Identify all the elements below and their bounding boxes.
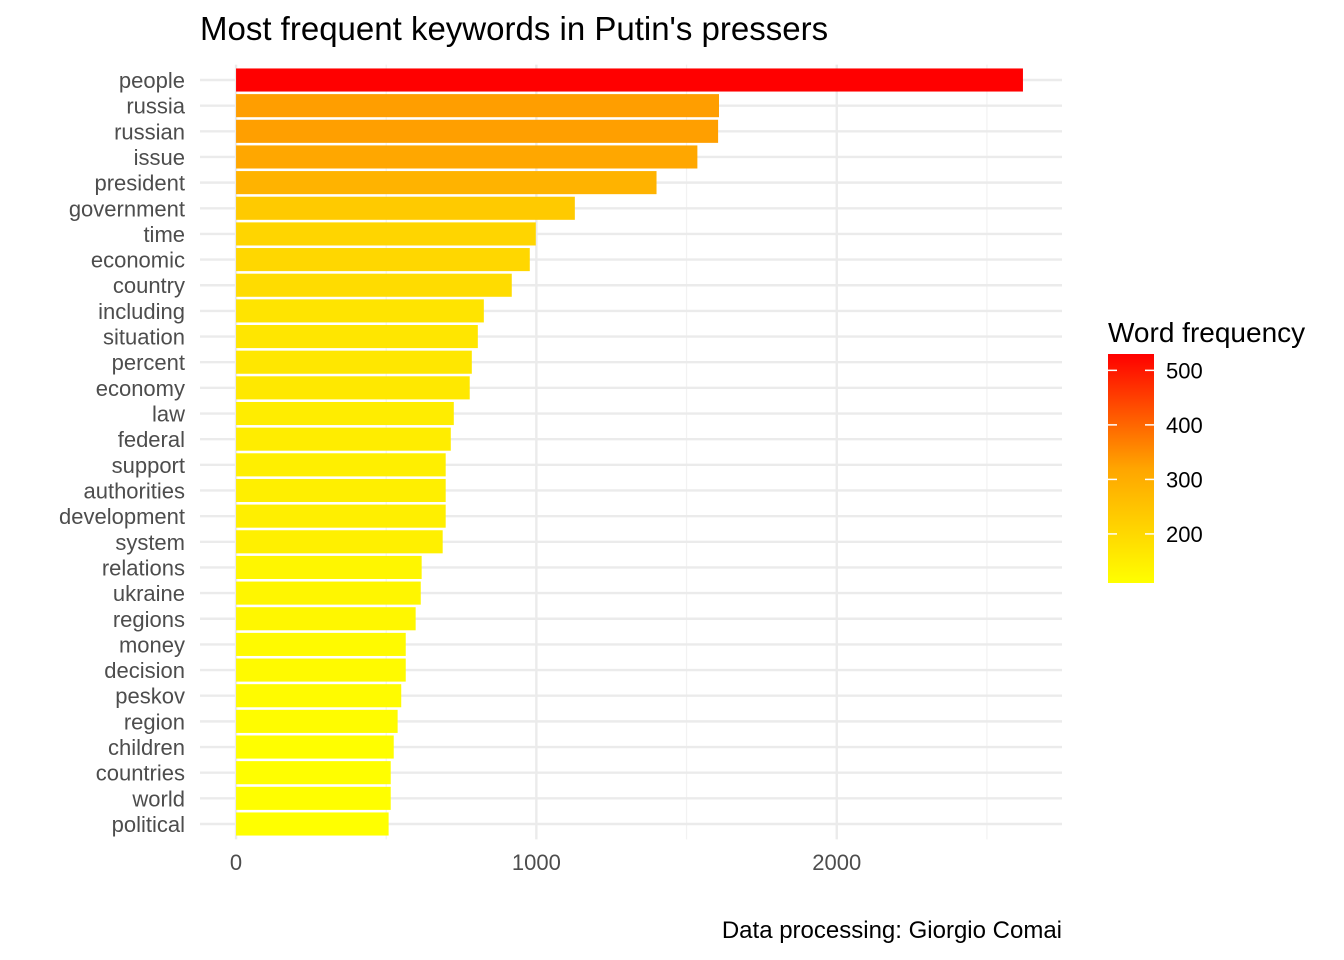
- bar-political: [236, 812, 389, 836]
- y-tick-label: president: [94, 171, 185, 196]
- bar-country: [236, 273, 512, 297]
- y-tick-label: support: [112, 453, 185, 478]
- y-tick-label: children: [108, 735, 185, 760]
- chart-title: Most frequent keywords in Putin's presse…: [200, 10, 828, 47]
- bar-regions: [236, 607, 416, 631]
- bar-peskov: [236, 684, 402, 708]
- y-tick-label: economic: [91, 248, 185, 273]
- y-tick-label: regions: [113, 607, 185, 632]
- bar-percent: [236, 350, 472, 374]
- bar-children: [236, 735, 394, 759]
- y-tick-label: economy: [96, 376, 185, 401]
- bar-money: [236, 632, 406, 656]
- bar-issue: [236, 145, 698, 169]
- y-tick-label: time: [143, 222, 185, 247]
- bar-time: [236, 222, 536, 246]
- legend-ticks: 500 400 300 200: [1108, 358, 1203, 547]
- bar-system: [236, 530, 443, 554]
- y-tick-label: relations: [102, 555, 185, 580]
- y-tick-label: people: [119, 68, 185, 93]
- legend-color-bar: [1108, 354, 1154, 583]
- y-tick-label: russian: [114, 119, 185, 144]
- y-tick-label: country: [113, 273, 185, 298]
- bar-countries: [236, 761, 391, 785]
- legend-tick-label: 300: [1166, 467, 1203, 492]
- y-tick-label: political: [112, 812, 185, 837]
- bar-russian: [236, 119, 719, 143]
- bar-federal: [236, 427, 451, 451]
- bar-authorities: [236, 478, 446, 503]
- bar-economic: [236, 248, 530, 272]
- x-tick-label: 1000: [512, 850, 561, 875]
- x-tick-label: 2000: [812, 850, 861, 875]
- y-tick-label: authorities: [83, 478, 185, 503]
- bar-ukraine: [236, 581, 421, 605]
- bar-decision: [236, 658, 406, 682]
- x-axis-tick-labels: 0 1000 2000: [230, 850, 861, 875]
- caption: Data processing: Giorgio Comai: [722, 917, 1062, 944]
- bar-including: [236, 299, 484, 323]
- y-tick-label: world: [131, 786, 185, 811]
- y-tick-label: law: [152, 402, 185, 427]
- bar-support: [236, 453, 446, 477]
- y-tick-label: federal: [118, 427, 185, 452]
- bar-economy: [236, 376, 470, 400]
- bar-law: [236, 401, 454, 426]
- y-axis-tick-labels: peoplerussiarussianissuepresidentgovernm…: [59, 68, 186, 837]
- bars: [236, 68, 1023, 836]
- y-tick-label: ukraine: [113, 581, 185, 606]
- y-tick-label: peskov: [115, 684, 185, 709]
- y-tick-label: countries: [96, 761, 185, 786]
- y-tick-label: government: [69, 196, 185, 221]
- legend: Word frequency 500 400 300 200: [1108, 317, 1305, 583]
- y-tick-label: development: [59, 504, 185, 529]
- y-tick-label: percent: [112, 350, 185, 375]
- y-tick-label: system: [115, 530, 185, 555]
- legend-tick-label: 200: [1166, 522, 1203, 547]
- bar-russia: [236, 94, 720, 118]
- legend-tick-label: 400: [1166, 413, 1203, 438]
- y-tick-label: situation: [103, 325, 185, 350]
- bar-people: [236, 68, 1023, 92]
- bar-government: [236, 196, 575, 220]
- bar-region: [236, 709, 398, 733]
- bar-situation: [236, 325, 478, 349]
- legend-title: Word frequency: [1108, 317, 1305, 348]
- bar-president: [236, 171, 657, 195]
- legend-tick-label: 500: [1166, 358, 1203, 383]
- bar-world: [236, 786, 391, 810]
- y-tick-label: russia: [126, 94, 185, 119]
- bar-development: [236, 504, 446, 528]
- x-tick-label: 0: [230, 850, 242, 875]
- y-tick-label: money: [119, 632, 185, 657]
- y-tick-label: issue: [134, 145, 185, 170]
- y-tick-label: including: [98, 299, 185, 324]
- y-tick-label: decision: [104, 658, 185, 683]
- bar-relations: [236, 555, 422, 579]
- y-tick-label: region: [124, 709, 185, 734]
